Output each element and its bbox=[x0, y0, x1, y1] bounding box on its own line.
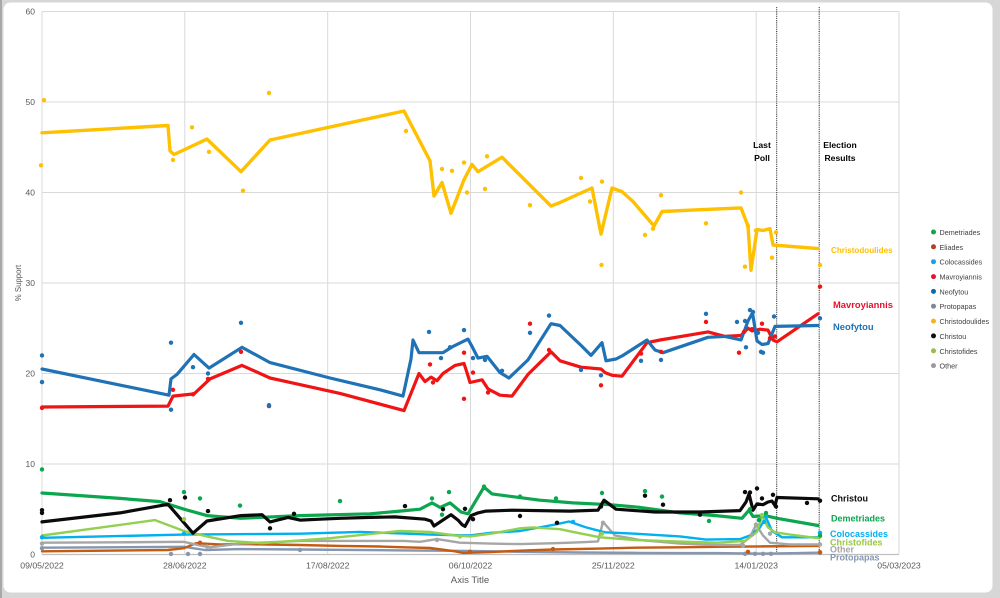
svg-text:10: 10 bbox=[26, 459, 36, 469]
svg-text:Neofytou: Neofytou bbox=[833, 321, 874, 332]
svg-text:25/11/2022: 25/11/2022 bbox=[592, 561, 635, 571]
svg-text:50: 50 bbox=[26, 97, 36, 107]
svg-text:Christodoulides: Christodoulides bbox=[940, 317, 990, 326]
svg-text:40: 40 bbox=[26, 188, 36, 198]
svg-text:Colocassides: Colocassides bbox=[940, 258, 983, 267]
svg-text:Mavroyiannis: Mavroyiannis bbox=[940, 273, 983, 282]
svg-text:06/10/2022: 06/10/2022 bbox=[449, 561, 493, 571]
svg-text:Axis Title: Axis Title bbox=[451, 575, 489, 586]
svg-text:% Support: % Support bbox=[14, 264, 23, 301]
svg-text:14/01/2023: 14/01/2023 bbox=[734, 561, 778, 571]
svg-text:Other: Other bbox=[830, 545, 855, 555]
svg-text:Other: Other bbox=[940, 362, 959, 371]
svg-text:Mavroyiannis: Mavroyiannis bbox=[833, 299, 893, 310]
svg-text:Results: Results bbox=[824, 153, 855, 163]
svg-text:05/03/2023: 05/03/2023 bbox=[877, 561, 921, 571]
svg-text:Colocassides: Colocassides bbox=[830, 529, 888, 539]
svg-text:Christofides: Christofides bbox=[830, 538, 883, 548]
svg-text:17/08/2022: 17/08/2022 bbox=[306, 561, 350, 571]
svg-text:0: 0 bbox=[30, 550, 35, 560]
svg-text:20: 20 bbox=[26, 369, 36, 379]
svg-text:Protopapas: Protopapas bbox=[830, 553, 880, 563]
svg-text:Election: Election bbox=[823, 140, 856, 150]
svg-text:Last: Last bbox=[753, 140, 771, 150]
svg-text:Christou: Christou bbox=[831, 494, 868, 504]
svg-text:Demetriades: Demetriades bbox=[831, 514, 885, 524]
svg-text:09/05/2022: 09/05/2022 bbox=[20, 561, 64, 571]
svg-text:Christodoulides: Christodoulides bbox=[831, 246, 893, 255]
svg-text:30: 30 bbox=[26, 278, 36, 288]
svg-text:Christofides: Christofides bbox=[940, 347, 978, 356]
svg-text:Eliades: Eliades bbox=[940, 243, 964, 252]
svg-text:Christou: Christou bbox=[940, 332, 967, 341]
svg-text:Poll: Poll bbox=[754, 153, 770, 163]
svg-text:60: 60 bbox=[26, 7, 36, 17]
svg-text:Neofytou: Neofytou bbox=[940, 287, 969, 296]
svg-text:Protopapas: Protopapas bbox=[940, 302, 977, 311]
svg-text:28/06/2022: 28/06/2022 bbox=[163, 561, 207, 571]
svg-text:Demetriades: Demetriades bbox=[940, 228, 981, 237]
